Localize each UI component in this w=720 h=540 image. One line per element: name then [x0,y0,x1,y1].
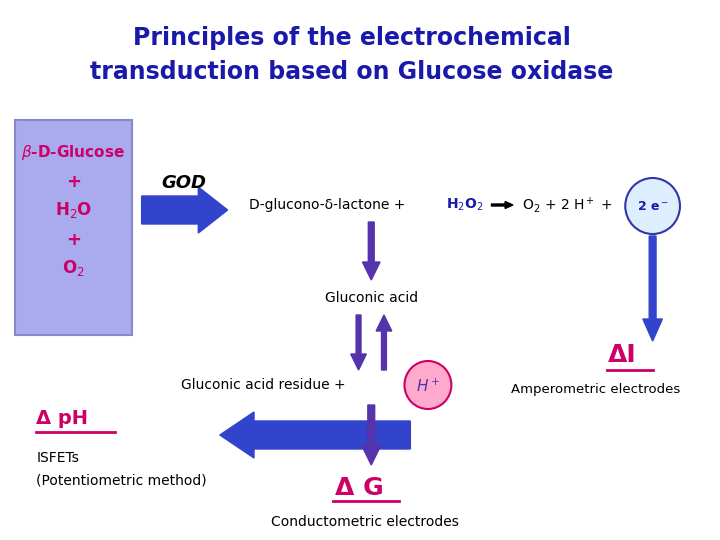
FancyBboxPatch shape [14,120,132,335]
Text: Δ G: Δ G [335,476,384,500]
Text: (Potentiometric method): (Potentiometric method) [36,473,207,487]
FancyArrow shape [376,315,392,370]
Text: +: + [66,173,81,191]
Text: 2 e$^-$: 2 e$^-$ [636,200,668,213]
Text: $\beta$-D-Glucose: $\beta$-D-Glucose [22,143,125,161]
Text: O$_2$ + 2 H$^+$ +: O$_2$ + 2 H$^+$ + [522,195,614,215]
Text: H$_2$O$_2$: H$_2$O$_2$ [446,197,483,213]
Text: Conductometric electrodes: Conductometric electrodes [271,515,459,529]
FancyArrow shape [361,405,381,465]
Text: ISFETs: ISFETs [36,451,79,465]
FancyArrow shape [643,236,662,341]
Text: +: + [66,231,81,249]
Text: Gluconic acid: Gluconic acid [325,291,418,305]
Text: ΔI: ΔI [608,343,636,367]
FancyArrow shape [142,187,228,233]
FancyArrow shape [492,201,513,208]
Text: D-glucono-δ-lactone +: D-glucono-δ-lactone + [249,198,414,212]
Text: Principles of the electrochemical: Principles of the electrochemical [132,26,571,50]
FancyArrow shape [351,315,366,370]
Text: O$_2$: O$_2$ [62,258,84,278]
Text: Δ pH: Δ pH [36,408,88,428]
FancyArrow shape [362,222,380,280]
Text: $H^+$: $H^+$ [415,377,440,395]
FancyArrow shape [220,412,410,458]
Text: GOD: GOD [161,174,206,192]
Text: H$_2$O: H$_2$O [55,200,92,220]
Text: Amperometric electrodes: Amperometric electrodes [511,383,680,396]
Text: transduction based on Glucose oxidase: transduction based on Glucose oxidase [90,60,613,84]
Text: Gluconic acid residue +: Gluconic acid residue + [181,378,350,392]
Circle shape [625,178,680,234]
Circle shape [405,361,451,409]
